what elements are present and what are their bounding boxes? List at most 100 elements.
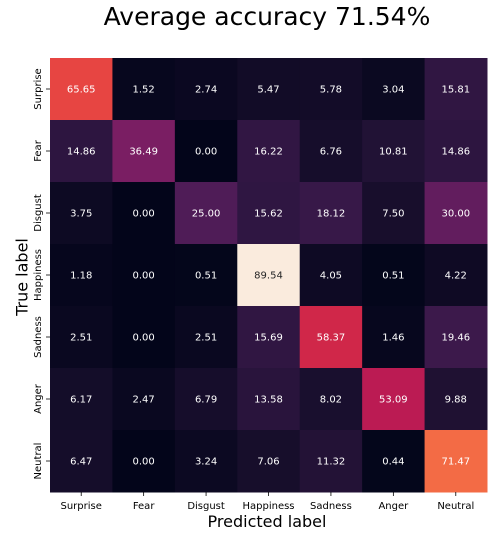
heatmap-cell-label: 0.00 bbox=[133, 333, 155, 344]
x-axis-label: Predicted label bbox=[207, 512, 327, 531]
heatmap-cell-label: 19.46 bbox=[441, 333, 470, 344]
heatmap-cell-label: 0.00 bbox=[133, 271, 155, 282]
x-tick-label: Sadness bbox=[310, 501, 352, 512]
y-tick-label: Surprise bbox=[33, 68, 44, 109]
heatmap-cell-label: 0.51 bbox=[195, 271, 217, 282]
heatmap-cell bbox=[362, 306, 426, 369]
heatmap-cell bbox=[299, 368, 363, 431]
heatmap-cell bbox=[237, 430, 301, 493]
heatmap-cell-label: 15.62 bbox=[254, 209, 283, 220]
heatmap-cell bbox=[50, 120, 113, 183]
heatmap-cell bbox=[299, 430, 363, 493]
heatmap-cell-label: 1.46 bbox=[382, 333, 404, 344]
heatmap-cell-label: 0.00 bbox=[195, 147, 217, 158]
heatmap-cell-label: 7.50 bbox=[382, 209, 404, 220]
heatmap-cell bbox=[424, 58, 488, 121]
heatmap-cell bbox=[237, 58, 301, 121]
heatmap-cell-label: 4.05 bbox=[320, 271, 342, 282]
y-axis-label: True label bbox=[12, 238, 32, 316]
x-tick-label: Fear bbox=[133, 501, 155, 512]
heatmap-cell bbox=[362, 120, 426, 183]
heatmap-cell bbox=[174, 306, 238, 369]
heatmap-cell bbox=[299, 244, 363, 307]
y-tick-label: Disgust bbox=[33, 194, 44, 232]
heatmap-cell bbox=[174, 368, 238, 431]
heatmap-cell bbox=[112, 368, 176, 431]
heatmap-cell-label: 6.17 bbox=[70, 395, 92, 406]
x-tick-label: Disgust bbox=[187, 501, 225, 512]
y-tick-label: Anger bbox=[33, 383, 44, 414]
heatmap-cell-label: 14.86 bbox=[441, 147, 470, 158]
heatmap-cell-label: 16.22 bbox=[254, 147, 283, 158]
heatmap-cell bbox=[362, 58, 426, 121]
heatmap-cell-label: 2.47 bbox=[133, 395, 155, 406]
heatmap-cell bbox=[174, 430, 238, 493]
heatmap-cell-label: 3.24 bbox=[195, 457, 217, 468]
x-tick-label: Neutral bbox=[437, 501, 474, 512]
heatmap-cell bbox=[174, 58, 238, 121]
heatmap-cell-label: 30.00 bbox=[441, 209, 470, 220]
heatmap-cell bbox=[50, 244, 113, 307]
x-tick-label: Surprise bbox=[61, 501, 102, 512]
heatmap-cell-label: 0.00 bbox=[133, 457, 155, 468]
heatmap-cell-label: 1.52 bbox=[133, 85, 155, 96]
heatmap-cell bbox=[50, 306, 113, 369]
heatmap-cell-label: 15.81 bbox=[441, 85, 470, 96]
heatmap-cell bbox=[299, 182, 363, 245]
heatmap-cell bbox=[50, 430, 113, 493]
heatmap-cell-label: 65.65 bbox=[67, 85, 96, 96]
heatmap-cell bbox=[299, 58, 363, 121]
heatmap-cell bbox=[424, 430, 488, 493]
heatmap-cell-label: 6.79 bbox=[195, 395, 217, 406]
heatmap-cell-label: 25.00 bbox=[192, 209, 221, 220]
chart-title: Average accuracy 71.54% bbox=[103, 2, 431, 31]
heatmap-cell-label: 3.75 bbox=[70, 209, 92, 220]
heatmap-cell bbox=[424, 306, 488, 369]
heatmap-cell-label: 36.49 bbox=[129, 147, 158, 158]
heatmap-cell bbox=[362, 368, 426, 431]
heatmap-cell bbox=[299, 120, 363, 183]
heatmap-cell-label: 2.51 bbox=[70, 333, 92, 344]
heatmap-cell bbox=[424, 182, 488, 245]
heatmap-cell-label: 6.47 bbox=[70, 457, 92, 468]
heatmap-cell-label: 0.44 bbox=[382, 457, 404, 468]
heatmap-cell-label: 5.47 bbox=[257, 85, 279, 96]
heatmap-cell bbox=[112, 430, 176, 493]
heatmap-cell bbox=[362, 244, 426, 307]
heatmap-cells bbox=[50, 58, 488, 493]
heatmap-cell-label: 1.18 bbox=[70, 271, 92, 282]
heatmap-cell bbox=[174, 120, 238, 183]
heatmap-cell-label: 2.74 bbox=[195, 85, 217, 96]
heatmap-cell bbox=[237, 182, 301, 245]
heatmap-cell-label: 89.54 bbox=[254, 271, 283, 282]
heatmap-cell bbox=[112, 306, 176, 369]
heatmap-cell bbox=[362, 430, 426, 493]
x-axis-ticks: Surprise Fear Disgust Happiness Sadness Anger… bbox=[61, 492, 474, 512]
heatmap-cell-label: 14.86 bbox=[67, 147, 96, 158]
heatmap-cell bbox=[50, 58, 113, 121]
heatmap-cell-label: 0.00 bbox=[133, 209, 155, 220]
heatmap-cell-label: 5.78 bbox=[320, 85, 342, 96]
heatmap-cell bbox=[174, 182, 238, 245]
heatmap-cell-label: 18.12 bbox=[317, 209, 346, 220]
y-tick-label: Happiness bbox=[33, 249, 44, 301]
heatmap-cell-label: 8.02 bbox=[320, 395, 342, 406]
heatmap-cell-label: 7.06 bbox=[257, 457, 279, 468]
heatmap-cell bbox=[174, 244, 238, 307]
heatmap-cell-label: 9.88 bbox=[445, 395, 467, 406]
heatmap-cell bbox=[237, 120, 301, 183]
heatmap-cell bbox=[424, 120, 488, 183]
heatmap-cell bbox=[424, 244, 488, 307]
heatmap-cell-labels: 65.65 1.52 2.74 5.47 5.78 3.04 15.81 14.86 36.49… bbox=[67, 85, 470, 468]
heatmap-cell-label: 0.51 bbox=[382, 271, 404, 282]
heatmap-cell-label: 4.22 bbox=[445, 271, 467, 282]
heatmap-cell-label: 3.04 bbox=[382, 85, 404, 96]
heatmap-cell bbox=[237, 306, 301, 369]
y-tick-label: Fear bbox=[33, 139, 44, 161]
x-tick-label: Happiness bbox=[242, 501, 294, 512]
y-tick-label: Neutral bbox=[33, 443, 44, 480]
heatmap-cell-label: 10.81 bbox=[379, 147, 408, 158]
y-tick-label: Sadness bbox=[33, 316, 44, 358]
heatmap-cell bbox=[112, 182, 176, 245]
